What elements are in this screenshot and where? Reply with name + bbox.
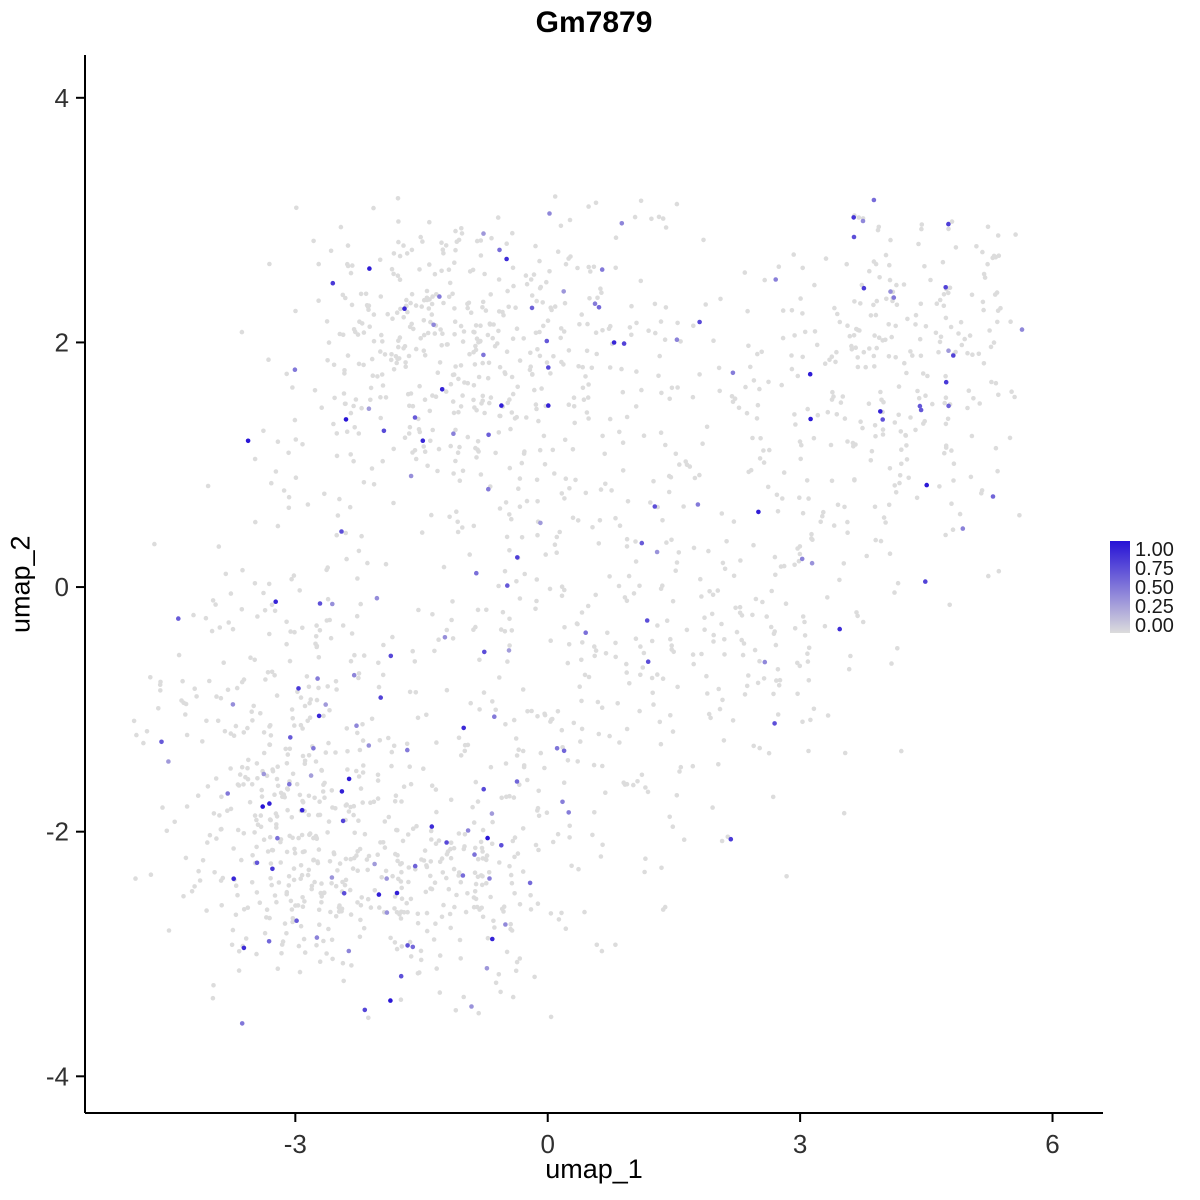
plot-title: Gm7879 <box>535 6 653 39</box>
legend-label: 0.00 <box>1135 615 1174 637</box>
legend-label: 1.00 <box>1135 539 1174 561</box>
y-tick-label: 4 <box>55 83 69 113</box>
x-tick-label: 6 <box>1045 1129 1059 1159</box>
x-tick-label: -3 <box>284 1129 307 1159</box>
legend-labels: 1.00 0.75 0.50 0.25 0.00 <box>1135 539 1174 637</box>
y-tick-label: -4 <box>46 1061 69 1091</box>
x-tick-label: 3 <box>793 1129 807 1159</box>
y-tick-label: 2 <box>55 327 69 357</box>
legend-label: 0.25 <box>1135 596 1174 618</box>
legend-label: 0.50 <box>1135 577 1174 599</box>
x-axis-title: umap_1 <box>545 1154 643 1184</box>
y-axis-title: umap_2 <box>5 535 36 633</box>
y-tick-label: -2 <box>46 817 69 847</box>
y-tick-label: 0 <box>55 572 69 602</box>
legend-label: 0.75 <box>1135 558 1174 580</box>
legend-gradient-bar <box>1110 541 1130 633</box>
x-tick-label: 0 <box>540 1129 554 1159</box>
points-layer <box>131 194 1025 1026</box>
axes: -3 0 3 6 -4 -2 0 2 4 <box>46 55 1103 1159</box>
expression-legend: 1.00 0.75 0.50 0.25 0.00 <box>1110 539 1174 637</box>
